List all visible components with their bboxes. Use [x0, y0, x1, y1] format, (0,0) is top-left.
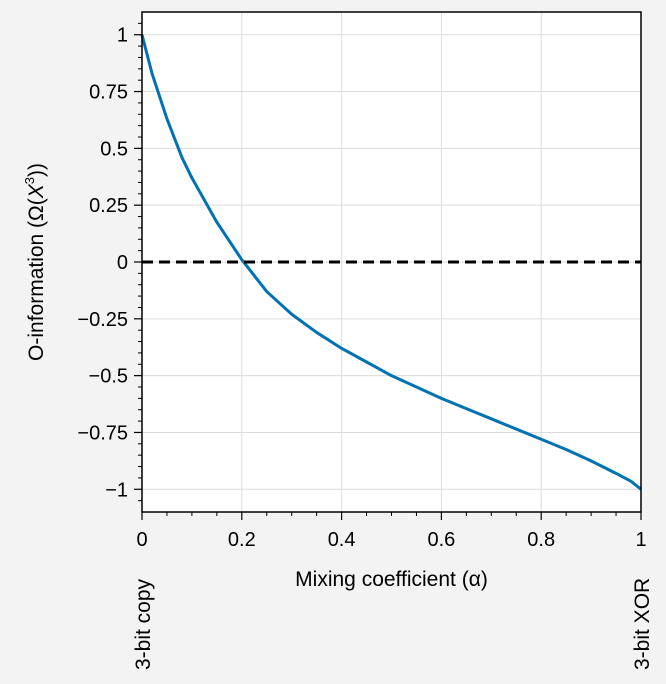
- x-tick-label: 1: [635, 529, 646, 551]
- o-information-curve: [140, 34, 642, 491]
- y-tick-label: 0: [117, 252, 128, 274]
- x-tick-label: 0.8: [527, 529, 555, 551]
- y-tick-label: −0.5: [89, 366, 128, 388]
- annotation-3-bit-copy: 3-bit copy: [132, 578, 155, 670]
- y-tick-label: −1: [105, 479, 128, 501]
- x-tick-label: 0.6: [427, 529, 455, 551]
- y-tick-label: −0.25: [77, 309, 128, 331]
- annotation-3-bit-xor: 3-bit XOR: [631, 578, 654, 670]
- x-tick-label: 0.2: [228, 529, 256, 551]
- y-tick-label: 1: [117, 25, 128, 47]
- data-lines: [140, 34, 642, 491]
- x-tick-label: 0: [136, 529, 147, 551]
- y-tick-label: −0.75: [77, 422, 128, 444]
- y-tick-label: 0.75: [89, 82, 128, 104]
- y-tick-label: 0.5: [100, 138, 128, 160]
- x-axis-title: Mixing coefficient (α): [295, 568, 488, 591]
- axis-ticks: [134, 22, 642, 520]
- x-tick-label: 0.4: [328, 529, 356, 551]
- y-axis-title: O-information (Ω(X3)): [22, 163, 48, 361]
- tick-labels: 0 0.2 0.4 0.6 0.8 1 1 0.75 0.5 0.25 0 −0.25 −0.5 −0.7…: [77, 25, 646, 551]
- y-tick-label: 0.25: [89, 195, 128, 217]
